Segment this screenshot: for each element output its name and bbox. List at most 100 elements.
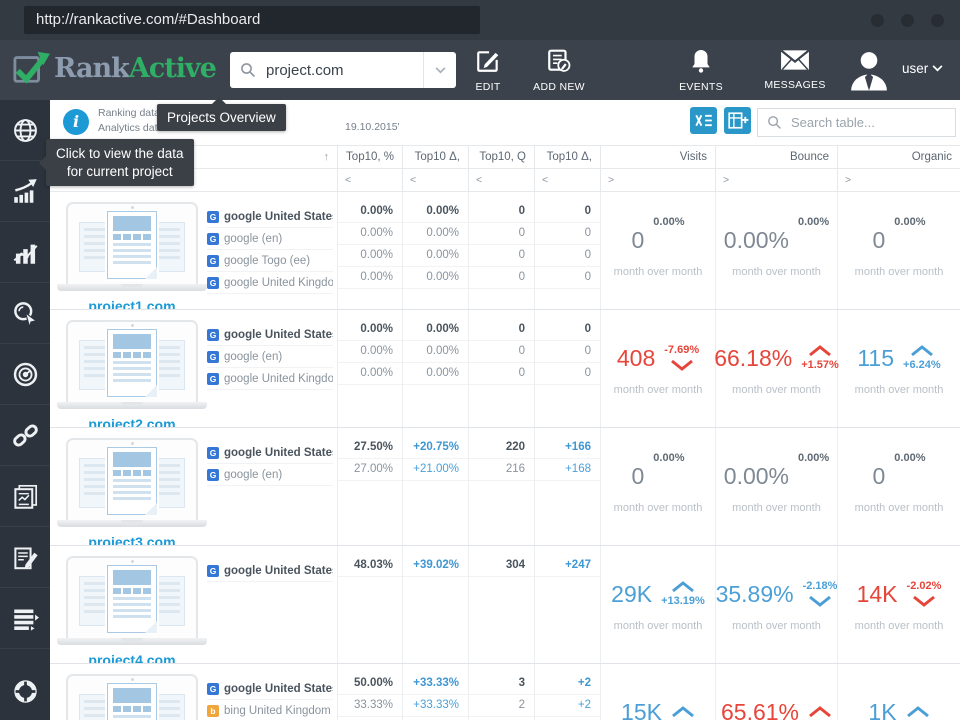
kpi: 0.00% 0.00% <box>724 453 829 493</box>
doc-graphic <box>79 694 111 720</box>
trend-down-icon <box>808 595 832 607</box>
metric-value: 0.00% <box>403 245 468 267</box>
filter-cell[interactable]: < <box>403 169 469 192</box>
project-thumbnail[interactable]: project4.com <box>57 551 207 663</box>
filter-cell[interactable]: > <box>601 169 716 192</box>
column-header[interactable]: Top10 Δ, % <box>403 145 469 185</box>
metric-value: 0 <box>535 267 600 289</box>
top10-q-cell: 322 <box>469 664 535 720</box>
column-header[interactable]: Top10, % <box>338 145 403 169</box>
kpi-caption: month over month <box>732 384 821 396</box>
info-icon[interactable]: i <box>63 109 89 135</box>
kpi-caption: month over month <box>854 502 944 514</box>
excel-export-button[interactable] <box>690 107 717 134</box>
filter-cell[interactable]: > <box>838 169 960 192</box>
sidebar-item-keyword-list[interactable] <box>0 588 50 649</box>
user-menu[interactable]: user <box>902 61 943 76</box>
metric-value: 0.00% <box>338 245 402 267</box>
kpi-trend: 0.00% <box>894 217 925 228</box>
sidebar-item-rank-tracker[interactable] <box>0 161 50 222</box>
project-thumbnail[interactable] <box>57 669 207 720</box>
project-dropdown-button[interactable] <box>423 52 456 88</box>
metric-value: 0 <box>535 245 600 267</box>
doc-graphic <box>79 340 111 390</box>
user-avatar[interactable] <box>846 47 892 93</box>
kpi: 14K -2.02% <box>857 577 941 611</box>
project-thumbnail[interactable]: project2.com <box>57 315 207 427</box>
bounce-cell: 65.61%month over month <box>716 664 838 720</box>
report-icon <box>12 483 39 510</box>
organic-cell: 0 0.00% month over month <box>838 428 960 545</box>
project-search-input[interactable] <box>264 60 423 80</box>
filter-cell[interactable]: > <box>716 169 838 192</box>
rankactive-logo[interactable]: RankActive <box>12 50 217 86</box>
filter-cell[interactable]: < <box>535 169 601 192</box>
logo-arrow-icon <box>12 50 50 86</box>
column-header[interactable]: Top10 Δ, Q <box>535 145 601 185</box>
sidebar-item-projects[interactable] <box>0 100 50 161</box>
column-header[interactable]: Visits <box>601 145 716 169</box>
sidebar-item-notes[interactable] <box>0 527 50 588</box>
sidebar-item-targets[interactable] <box>0 344 50 405</box>
google-icon: G <box>207 328 219 341</box>
project-name[interactable]: project3.com <box>88 534 176 545</box>
sidebar-item-reports[interactable] <box>0 466 50 527</box>
sidebar-item-help[interactable] <box>0 666 50 716</box>
sidebar-item-click-analysis[interactable] <box>0 283 50 344</box>
sort-asc-indicator: ↑ <box>323 151 330 163</box>
metric-value: 0 <box>469 363 534 385</box>
project-thumbnail[interactable]: project3.com <box>57 433 207 545</box>
engine-label: google United States (en) <box>224 328 333 341</box>
messages-button[interactable]: MESSAGES <box>756 48 834 91</box>
table-columns-button[interactable] <box>724 107 751 134</box>
window-control-dot[interactable] <box>871 14 884 27</box>
engine-label: google (en) <box>224 232 283 245</box>
metric-value: 0.00% <box>403 319 468 341</box>
edit-button[interactable]: EDIT <box>465 48 511 93</box>
sidebar-item-analytics[interactable] <box>0 222 50 283</box>
metric-value: 0 <box>469 245 534 267</box>
table-search-input[interactable] <box>789 114 955 131</box>
table-header: ↑ Top10, % Top10 Δ, % Top10, Q Top10 Δ, … <box>50 145 960 185</box>
project-name[interactable]: project2.com <box>88 416 176 427</box>
column-header[interactable]: Bounce <box>716 145 838 169</box>
kpi-caption: month over month <box>854 266 944 278</box>
project-thumbnail[interactable]: project1.com <box>57 197 207 309</box>
metric-value: 0.00% <box>403 267 468 289</box>
kpi-delta: +13.19% <box>661 595 705 607</box>
google-icon: G <box>207 682 219 695</box>
doc-graphic <box>153 222 185 272</box>
events-button[interactable]: EVENTS <box>670 48 732 93</box>
bounce-cell: 0.00% 0.00% month over month <box>716 428 838 545</box>
url-field[interactable]: http://rankactive.com/#Dashboard <box>24 6 480 34</box>
project-name[interactable]: project1.com <box>88 298 176 309</box>
metric-value: 3 <box>469 673 534 695</box>
trend-up-icon <box>808 706 832 718</box>
filter-cell[interactable]: < <box>469 169 535 192</box>
column-header[interactable]: Top10, Q <box>469 145 535 169</box>
kpi: 0 0.00% <box>632 453 685 493</box>
sidebar-item-backlinks[interactable] <box>0 405 50 466</box>
laptop-base <box>57 520 207 527</box>
filter-cell[interactable]: < <box>338 169 403 192</box>
kpi-delta: 0.00% <box>653 216 685 228</box>
window-control-dot[interactable] <box>901 14 914 27</box>
doc-graphic <box>107 683 157 720</box>
kpi: 115 +6.24% <box>857 341 940 375</box>
window-control-dot[interactable] <box>931 14 944 27</box>
column-header[interactable]: Organic <box>838 145 960 169</box>
metric-value: 0.00% <box>403 201 468 223</box>
main-panel: i Ranking data: '20.09.2 Analytics data:… <box>50 100 960 720</box>
doc-graphic <box>79 222 111 272</box>
project-name[interactable]: project4.com <box>88 652 176 663</box>
envelope-icon <box>780 48 810 77</box>
add-new-button[interactable]: ADD NEW <box>522 48 596 93</box>
notes-pencil-icon <box>12 544 39 571</box>
visits-cell: 0 0.00% month over month <box>601 428 716 545</box>
